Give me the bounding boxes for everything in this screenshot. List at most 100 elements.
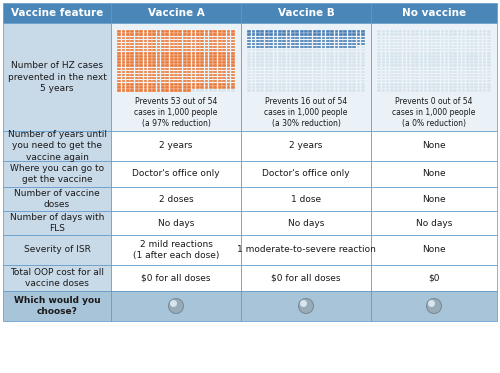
Bar (187, 61, 191, 64)
Bar (3, 161, 111, 187)
Bar (161, 74, 165, 76)
Bar (183, 58, 186, 61)
Bar (313, 37, 316, 39)
Bar (156, 52, 160, 54)
Bar (356, 68, 360, 70)
Bar (334, 83, 338, 85)
Bar (291, 52, 295, 54)
Text: None: None (422, 169, 446, 179)
Bar (440, 58, 444, 61)
Bar (300, 34, 304, 36)
Bar (291, 80, 295, 82)
Bar (378, 80, 381, 82)
Bar (214, 30, 217, 33)
Bar (428, 86, 432, 89)
Bar (218, 89, 222, 92)
Bar (282, 52, 286, 54)
Bar (339, 61, 343, 64)
Bar (420, 86, 423, 89)
Bar (432, 80, 436, 82)
Bar (317, 70, 321, 73)
Bar (402, 83, 406, 85)
Bar (424, 80, 428, 82)
Bar (196, 65, 200, 67)
Bar (445, 68, 448, 70)
Bar (352, 43, 356, 45)
Bar (487, 74, 490, 76)
Bar (152, 68, 156, 70)
Bar (390, 46, 394, 48)
Bar (478, 65, 482, 67)
Bar (286, 74, 290, 76)
Bar (402, 61, 406, 64)
Bar (478, 83, 482, 85)
Bar (449, 37, 452, 39)
Bar (398, 43, 402, 45)
Bar (196, 43, 200, 45)
Bar (231, 58, 234, 61)
Bar (487, 58, 490, 61)
Bar (209, 70, 213, 73)
Bar (296, 37, 299, 39)
Bar (260, 70, 264, 73)
Bar (3, 23, 111, 131)
Bar (170, 68, 173, 70)
Bar (248, 80, 251, 82)
Bar (428, 83, 432, 85)
Bar (226, 49, 230, 51)
Bar (445, 77, 448, 79)
Bar (209, 89, 213, 92)
Bar (390, 52, 394, 54)
Bar (166, 89, 169, 92)
Bar (326, 55, 330, 57)
Bar (269, 83, 273, 85)
Bar (432, 58, 436, 61)
Bar (300, 55, 304, 57)
Bar (130, 30, 134, 33)
Bar (139, 58, 143, 61)
Bar (278, 58, 281, 61)
Bar (300, 74, 304, 76)
Bar (269, 65, 273, 67)
Bar (226, 61, 230, 64)
Bar (394, 55, 398, 57)
Bar (122, 83, 126, 85)
Bar (291, 83, 295, 85)
Bar (139, 83, 143, 85)
Bar (139, 40, 143, 42)
Bar (407, 65, 410, 67)
Bar (278, 70, 281, 73)
Bar (187, 55, 191, 57)
Bar (152, 37, 156, 39)
Bar (256, 46, 260, 48)
Bar (269, 70, 273, 73)
Bar (241, 161, 371, 187)
Bar (296, 40, 299, 42)
Bar (274, 68, 278, 70)
Bar (226, 86, 230, 89)
Bar (398, 61, 402, 64)
Bar (398, 83, 402, 85)
Bar (286, 46, 290, 48)
Bar (487, 49, 490, 51)
Bar (166, 74, 169, 76)
Bar (248, 49, 251, 51)
Bar (260, 77, 264, 79)
Bar (436, 89, 440, 92)
Bar (282, 34, 286, 36)
Bar (296, 77, 299, 79)
Bar (282, 77, 286, 79)
Bar (139, 46, 143, 48)
Bar (440, 40, 444, 42)
Bar (122, 74, 126, 76)
Bar (428, 52, 432, 54)
Bar (296, 83, 299, 85)
Bar (170, 52, 173, 54)
Bar (196, 46, 200, 48)
Bar (111, 23, 241, 131)
Bar (269, 52, 273, 54)
Bar (428, 70, 432, 73)
Bar (449, 52, 452, 54)
Bar (252, 52, 256, 54)
Bar (304, 37, 308, 39)
